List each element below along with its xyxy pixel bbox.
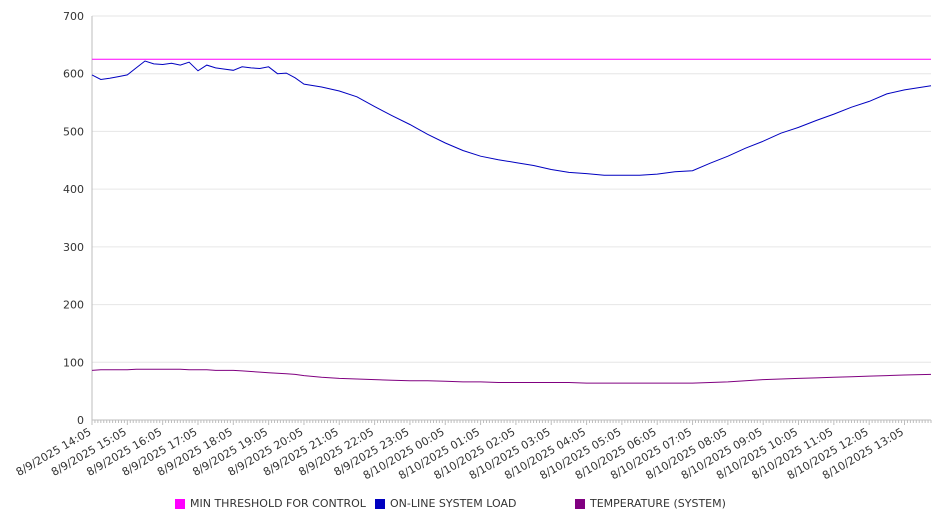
y-tick-label: 200 (63, 299, 84, 312)
x-tick-labels: 8/9/2025 14:058/9/2025 15:058/9/2025 16:… (14, 425, 906, 482)
legend-swatch-min-threshold (175, 498, 185, 509)
grid-lines (92, 15, 931, 421)
series-line-system-load (91, 60, 932, 176)
legend-swatch-system-load (375, 498, 385, 509)
axes (91, 16, 932, 425)
y-tick-label: 500 (63, 125, 84, 138)
series-line-temperature (91, 368, 932, 384)
legend-label-system-load: ON-LINE SYSTEM LOAD (390, 497, 517, 510)
legend: MIN THRESHOLD FOR CONTROL ON-LINE SYSTEM… (0, 497, 946, 515)
y-tick-label: 0 (77, 414, 84, 427)
legend-item-system-load[interactable]: ON-LINE SYSTEM LOAD (375, 497, 516, 510)
y-tick-label: 700 (63, 10, 84, 23)
series-lines (91, 58, 932, 384)
legend-item-min-threshold[interactable]: MIN THRESHOLD FOR CONTROL (175, 497, 366, 510)
y-tick-label: 600 (63, 68, 84, 81)
legend-label-temperature: TEMPERATURE (SYSTEM) (590, 497, 726, 510)
y-tick-labels: 0 100 200 300 400 500 600 700 (63, 10, 84, 427)
legend-label-min-threshold: MIN THRESHOLD FOR CONTROL (190, 497, 366, 510)
y-tick-label: 400 (63, 183, 84, 196)
y-tick-label: 300 (63, 241, 84, 254)
legend-swatch-temperature (575, 498, 585, 509)
y-tick-label: 100 (63, 356, 84, 369)
legend-item-temperature[interactable]: TEMPERATURE (SYSTEM) (575, 497, 726, 510)
